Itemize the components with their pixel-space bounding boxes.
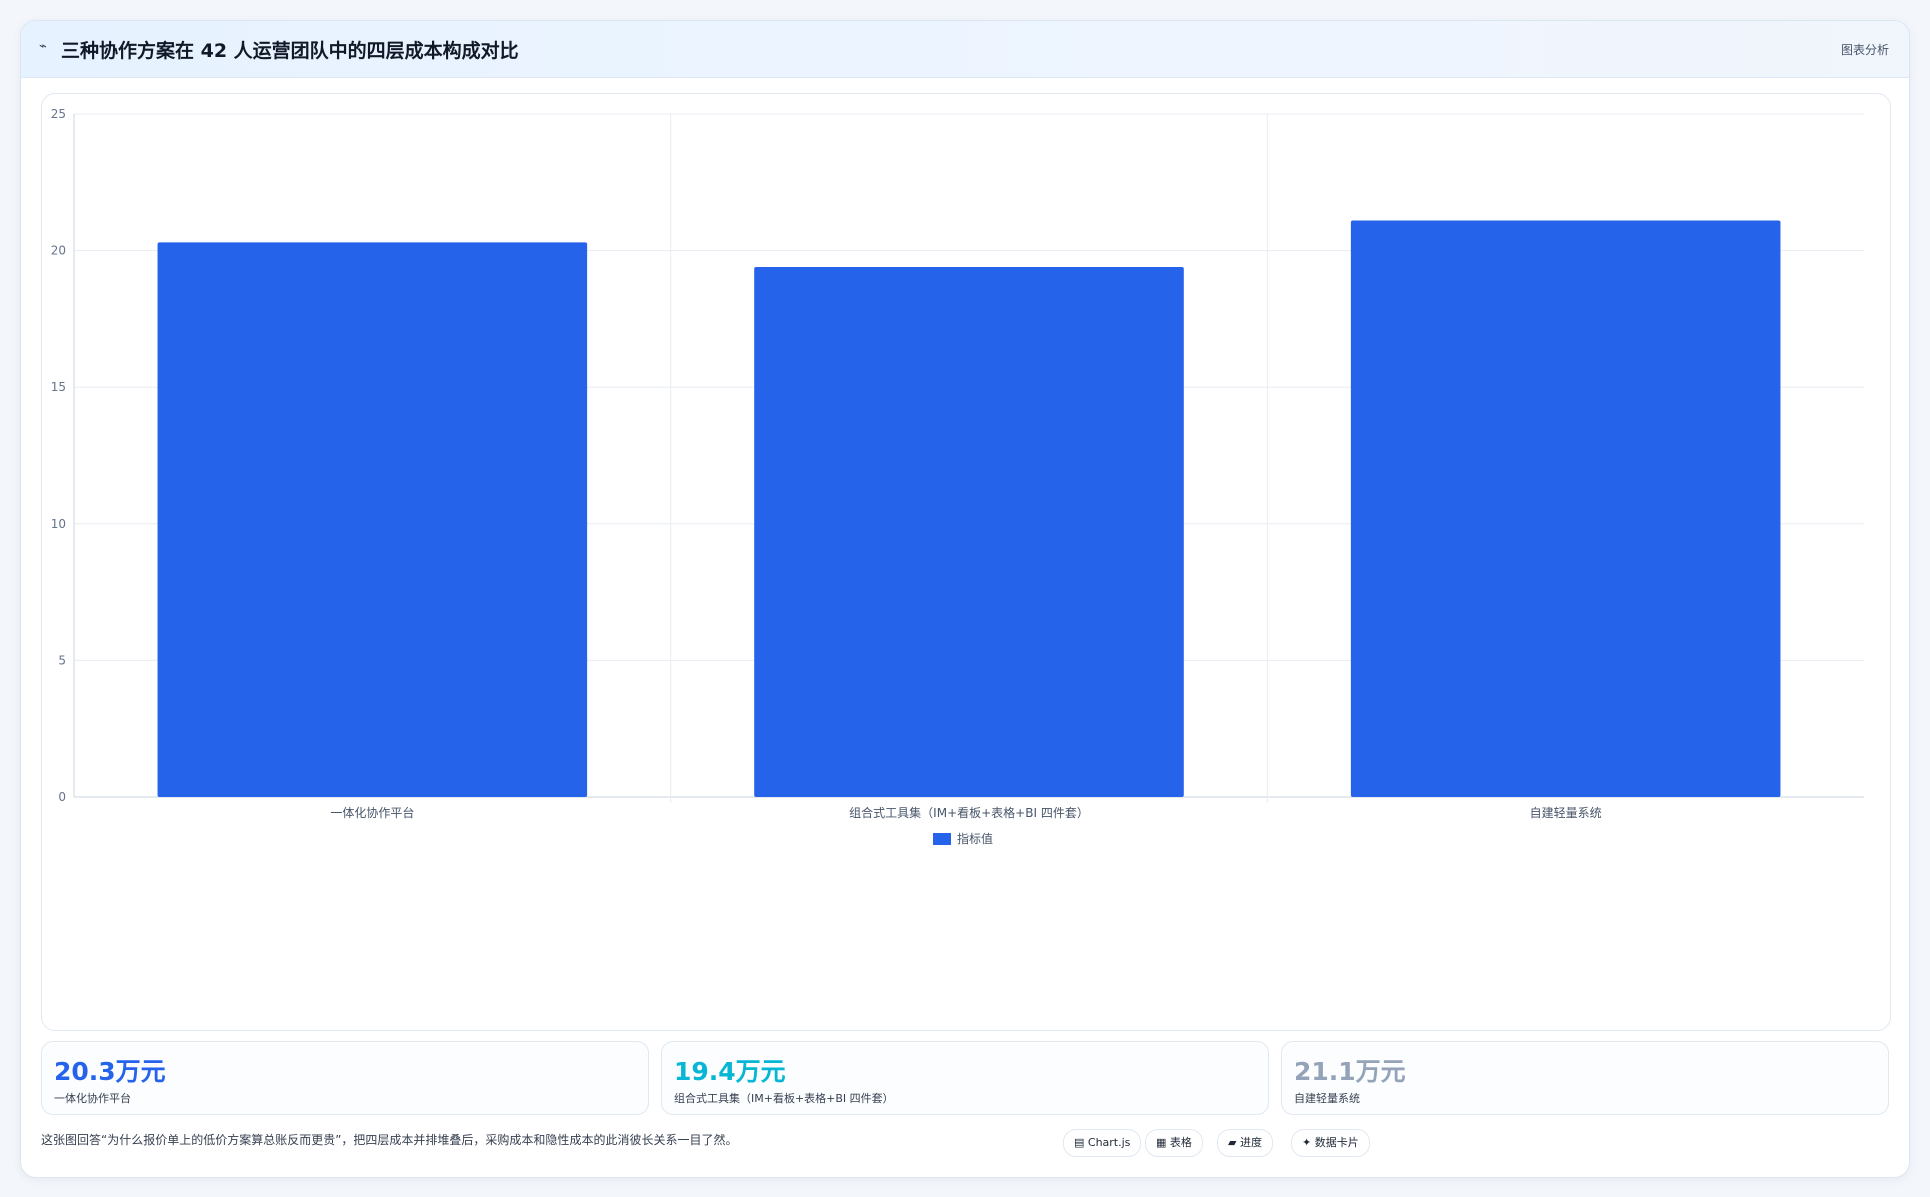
stat-value: 20.3万元 [54, 1057, 166, 1086]
chart-area: 0 5 10 15 20 25 一体化协作平台 组合式工具集（IM+看板+表格+BI 四件套）… [41, 93, 1891, 1031]
x-tick-label: 组合式工具集（IM+看板+表格+BI 四件套） [849, 805, 1089, 820]
stat-card-1: 20.3万元 一体化协作平台 [41, 1041, 649, 1115]
bar [1350, 220, 1781, 798]
x-tick-label: 自建轻量系统 [1530, 806, 1602, 820]
card-header: ⌁ 三种协作方案在 42 人运营团队中的四层成本构成对比 图表分析 [21, 21, 1909, 78]
stat-label: 一体化协作平台 [54, 1092, 131, 1105]
tag-progress[interactable]: ▰ 进度 [1217, 1129, 1273, 1157]
chart-card: ⌁ 三种协作方案在 42 人运营团队中的四层成本构成对比 图表分析 0 5 10 15… [20, 20, 1910, 1178]
tag-chartjs[interactable]: ▤ Chart.js [1063, 1129, 1142, 1157]
chart-analysis-link[interactable]: 图表分析 [1840, 43, 1889, 57]
tag-table[interactable]: ▦ 表格 [1145, 1129, 1203, 1157]
legend-label: 指标值 [957, 831, 993, 846]
stat-label: 自建轻量系统 [1294, 1092, 1360, 1105]
x-tick-label: 一体化协作平台 [330, 805, 414, 820]
chart-description: 这张图回答“为什么报价单上的低价方案算总账反而更贵”，把四层成本并排堆叠后，采购… [41, 1133, 738, 1147]
stat-label: 组合式工具集（IM+看板+表格+BI 四件套） [674, 1092, 894, 1105]
stat-card-3: 21.1万元 自建轻量系统 [1281, 1041, 1889, 1115]
stat-value: 21.1万元 [1294, 1057, 1406, 1086]
y-tick-label: 10 [51, 517, 66, 531]
stat-value: 19.4万元 [674, 1057, 786, 1086]
bar-chart: 0 5 10 15 20 25 一体化协作平台 组合式工具集（IM+看板+表格+BI 四件套）… [51, 107, 1864, 846]
chart-title: 三种协作方案在 42 人运营团队中的四层成本构成对比 [61, 40, 519, 62]
bar [754, 266, 1184, 797]
y-tick-label: 20 [51, 244, 66, 258]
bar [157, 242, 588, 798]
y-tick-label: 5 [58, 653, 66, 667]
stat-card-2: 19.4万元 组合式工具集（IM+看板+表格+BI 四件套） [661, 1041, 1269, 1115]
legend-swatch [933, 833, 951, 845]
stat-cards: 20.3万元 一体化协作平台 19.4万元 组合式工具集（IM+看板+表格+BI… [41, 1041, 1889, 1115]
y-tick-label: 15 [51, 380, 66, 394]
tag-data-card[interactable]: ✦ 数据卡片 [1291, 1129, 1370, 1157]
y-tick-label: 0 [58, 790, 66, 804]
y-tick-label: 25 [51, 107, 66, 121]
line-chart-icon: ⌁ [39, 39, 47, 54]
